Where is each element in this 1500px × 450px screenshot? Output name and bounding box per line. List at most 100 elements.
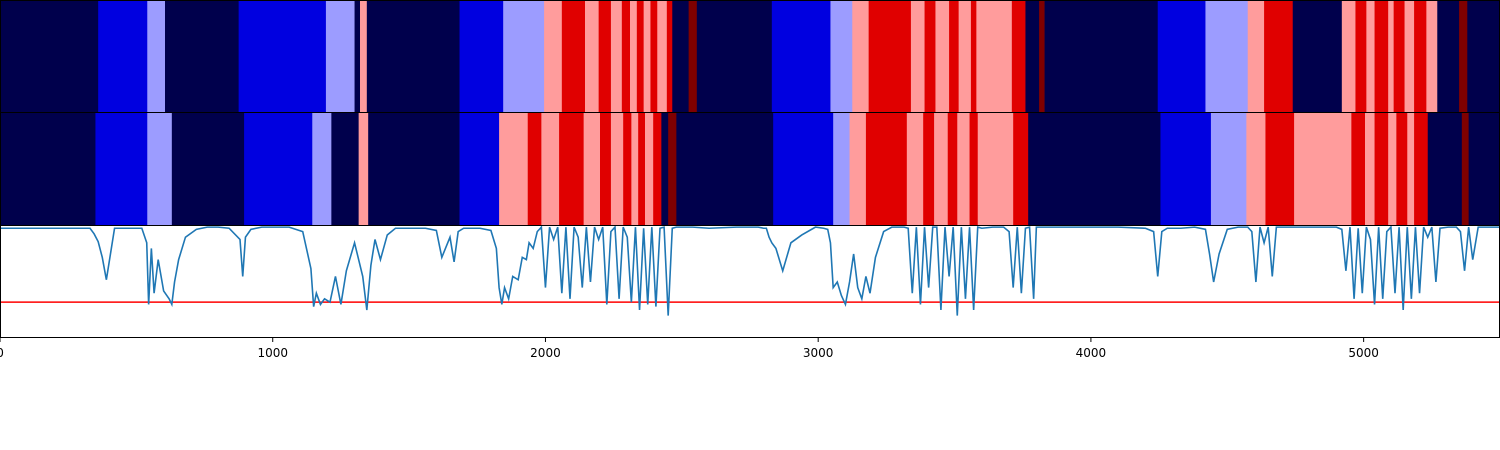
x-tick-label-2000: 2000 — [530, 346, 561, 360]
state-row-2-segment-10 — [499, 113, 528, 226]
state-row-1-segment-25 — [697, 0, 772, 113]
state-row-1-segment-52 — [1405, 0, 1415, 113]
state-row-2-segment-0 — [0, 113, 96, 226]
state-row-1-segment-2 — [147, 0, 165, 113]
state-row-2-segment-16 — [611, 113, 624, 226]
state-row-1-segment-39 — [1039, 0, 1045, 113]
state-row-2-segment-6 — [331, 113, 359, 226]
state-row-1-segment-32 — [935, 0, 949, 113]
state-row-2-segment-1 — [95, 113, 147, 226]
state-row-1-segment-19 — [644, 0, 651, 113]
state-row-2-segment-27 — [850, 113, 867, 226]
state-row-1-segment-12 — [562, 0, 586, 113]
state-row-1-segment-40 — [1045, 0, 1159, 113]
state-row-1-segment-48 — [1366, 0, 1375, 113]
state-row-1-segment-30 — [911, 0, 925, 113]
state-row-2-segment-34 — [970, 113, 979, 226]
state-row-1-segment-53 — [1414, 0, 1427, 113]
state-row-1-segment-51 — [1394, 0, 1405, 113]
state-row-2-segment-20 — [645, 113, 654, 226]
state-row-2-segment-38 — [1160, 113, 1211, 226]
state-row-2-segment-13 — [559, 113, 584, 226]
state-row-2-segment-31 — [934, 113, 948, 226]
state-row-1-segment-43 — [1248, 0, 1265, 113]
x-tick-label-1000: 1000 — [257, 346, 288, 360]
state-row-2-segment-42 — [1294, 113, 1352, 226]
state-row-2-segment-45 — [1375, 113, 1389, 226]
state-row-1-segment-36 — [976, 0, 1012, 113]
state-row-1-segment-26 — [772, 0, 831, 113]
state-row-1-segment-4 — [239, 0, 327, 113]
state-row-2 — [0, 113, 1500, 226]
state-row-2-segment-37 — [1028, 113, 1161, 226]
state-row-1-segment-38 — [1025, 0, 1039, 113]
state-row-2-segment-29 — [907, 113, 924, 226]
state-row-2-segment-51 — [1437, 113, 1462, 226]
state-row-1-segment-35 — [971, 0, 977, 113]
state-row-2-segment-11 — [528, 113, 542, 226]
state-row-1-segment-9 — [460, 0, 504, 113]
state-row-1-segment-56 — [1459, 0, 1468, 113]
state-row-2-segment-5 — [312, 113, 331, 226]
state-row-2-segment-24 — [676, 113, 773, 226]
state-row-1-segment-7 — [360, 0, 367, 113]
state-row-1-segment-5 — [326, 0, 355, 113]
state-row-1-segment-37 — [1012, 0, 1026, 113]
state-row-2-segment-50 — [1428, 113, 1438, 226]
x-tick-label-3000: 3000 — [803, 346, 834, 360]
state-row-2-segment-53 — [1469, 113, 1500, 226]
state-row-2-segment-26 — [833, 113, 850, 226]
x-tick-label-5000: 5000 — [1348, 346, 1379, 360]
state-row-2-segment-28 — [866, 113, 907, 226]
state-row-2-segment-47 — [1396, 113, 1407, 226]
state-row-2-segment-41 — [1265, 113, 1294, 226]
state-row-2-segment-4 — [244, 113, 313, 226]
state-row-2-segment-12 — [541, 113, 559, 226]
state-row-1-segment-8 — [367, 0, 460, 113]
state-row-2-segment-15 — [600, 113, 611, 226]
state-row-1-segment-44 — [1264, 0, 1293, 113]
state-row-1-segment-13 — [585, 0, 599, 113]
state-row-1-segment-50 — [1388, 0, 1394, 113]
state-row-1 — [0, 0, 1500, 113]
state-row-2-segment-32 — [948, 113, 958, 226]
state-row-2-segment-48 — [1407, 113, 1414, 226]
x-tick-label-0: 0 — [0, 346, 4, 360]
state-row-1-segment-16 — [622, 0, 631, 113]
state-row-1-segment-17 — [630, 0, 637, 113]
state-row-1-segment-33 — [949, 0, 959, 113]
state-row-2-segment-52 — [1462, 113, 1469, 226]
state-row-2-segment-25 — [773, 113, 833, 226]
state-row-1-segment-15 — [611, 0, 622, 113]
state-row-1-segment-45 — [1293, 0, 1342, 113]
state-row-1-segment-57 — [1467, 0, 1500, 113]
state-row-1-segment-24 — [689, 0, 698, 113]
state-row-2-segment-46 — [1388, 113, 1397, 226]
state-row-1-segment-20 — [650, 0, 657, 113]
state-row-1-segment-0 — [0, 0, 99, 113]
state-row-2-segment-19 — [638, 113, 645, 226]
state-row-1-segment-23 — [672, 0, 689, 113]
state-row-2-segment-30 — [923, 113, 934, 226]
state-row-1-segment-3 — [165, 0, 239, 113]
state-row-2-segment-44 — [1365, 113, 1375, 226]
state-row-1-segment-54 — [1426, 0, 1437, 113]
state-row-2-segment-43 — [1351, 113, 1365, 226]
state-row-1-segment-14 — [599, 0, 612, 113]
state-row-2-segment-9 — [460, 113, 500, 226]
state-row-2-segment-2 — [147, 113, 172, 226]
state-row-1-segment-55 — [1437, 0, 1459, 113]
state-row-1-segment-41 — [1158, 0, 1206, 113]
x-tick-label-4000: 4000 — [1076, 346, 1107, 360]
state-row-1-segment-46 — [1342, 0, 1356, 113]
state-row-2-segment-22 — [661, 113, 668, 226]
state-row-1-segment-6 — [355, 0, 361, 113]
state-row-2-segment-40 — [1246, 113, 1265, 226]
state-row-2-segment-3 — [172, 113, 245, 226]
state-row-1-segment-21 — [657, 0, 667, 113]
state-row-2-segment-21 — [653, 113, 662, 226]
state-row-1-segment-34 — [959, 0, 972, 113]
state-row-2-segment-49 — [1414, 113, 1428, 226]
state-row-1-segment-49 — [1375, 0, 1389, 113]
